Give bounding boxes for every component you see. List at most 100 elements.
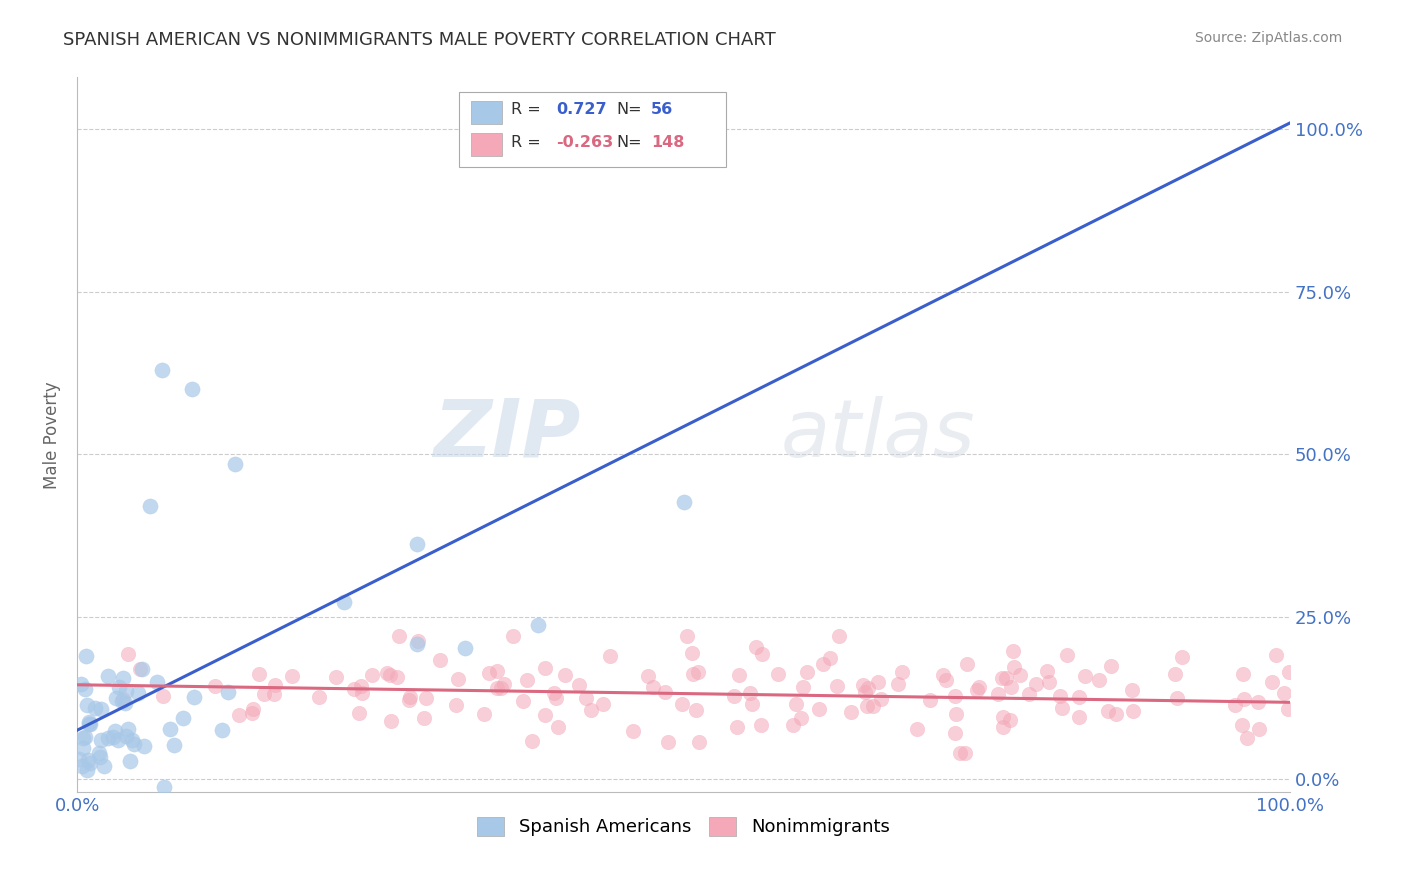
- Point: [72, 817, 94, 831]
- Point: [398, 692, 420, 706]
- Point: [592, 697, 614, 711]
- Point: [72, 759, 94, 773]
- Point: [77, 753, 100, 767]
- Text: 0.727: 0.727: [557, 102, 607, 117]
- Point: [377, 665, 399, 680]
- Point: [172, 711, 194, 725]
- Point: [108, 680, 131, 694]
- Point: [796, 665, 818, 679]
- Point: [89, 750, 111, 764]
- Point: [1247, 695, 1270, 709]
- Point: [1277, 702, 1299, 716]
- Text: N=: N=: [617, 136, 643, 151]
- Point: [599, 649, 621, 664]
- Point: [725, 720, 748, 734]
- Point: [399, 690, 422, 704]
- Point: [792, 681, 814, 695]
- Point: [183, 690, 205, 704]
- Point: [454, 641, 477, 656]
- Point: [79, 756, 101, 771]
- Point: [247, 667, 270, 681]
- Point: [1067, 709, 1090, 723]
- Point: [385, 670, 408, 684]
- Text: SPANISH AMERICAN VS NONIMMIGRANTS MALE POVERTY CORRELATION CHART: SPANISH AMERICAN VS NONIMMIGRANTS MALE P…: [63, 31, 776, 49]
- Point: [516, 673, 538, 688]
- Point: [681, 646, 703, 660]
- Point: [405, 637, 427, 651]
- Point: [813, 657, 835, 671]
- Point: [991, 720, 1014, 734]
- Point: [825, 679, 848, 693]
- Point: [361, 668, 384, 682]
- Point: [75, 649, 97, 664]
- Point: [253, 687, 276, 701]
- Point: [686, 665, 709, 680]
- Point: [152, 689, 174, 703]
- FancyBboxPatch shape: [471, 101, 502, 124]
- Point: [75, 730, 97, 744]
- Point: [406, 633, 429, 648]
- Point: [181, 382, 204, 396]
- Point: [745, 640, 768, 654]
- Point: [1052, 701, 1074, 715]
- Point: [790, 711, 813, 725]
- Point: [378, 668, 401, 682]
- Point: [333, 595, 356, 609]
- Point: [242, 702, 264, 716]
- Point: [97, 669, 120, 683]
- Point: [122, 737, 145, 751]
- Point: [146, 675, 169, 690]
- Point: [89, 746, 111, 760]
- Point: [643, 680, 665, 694]
- Point: [114, 684, 136, 698]
- Point: [533, 661, 555, 675]
- Point: [685, 702, 707, 716]
- Point: [839, 706, 862, 720]
- Point: [682, 666, 704, 681]
- Point: [966, 682, 988, 697]
- Point: [943, 726, 966, 740]
- Text: ZIP: ZIP: [433, 396, 581, 474]
- Point: [405, 537, 427, 551]
- Point: [492, 676, 515, 690]
- Point: [76, 698, 98, 712]
- Point: [579, 703, 602, 717]
- Text: 56: 56: [651, 102, 673, 117]
- Point: [1121, 682, 1143, 697]
- Point: [1232, 666, 1254, 681]
- Point: [204, 679, 226, 693]
- Point: [485, 664, 508, 678]
- Point: [1067, 690, 1090, 705]
- Point: [554, 667, 576, 681]
- Point: [242, 706, 264, 721]
- Point: [1038, 675, 1060, 690]
- Point: [887, 677, 910, 691]
- Point: [738, 685, 761, 699]
- Point: [308, 690, 330, 705]
- Point: [163, 738, 186, 752]
- Point: [766, 666, 789, 681]
- Text: Source: ZipAtlas.com: Source: ZipAtlas.com: [1195, 31, 1343, 45]
- Point: [343, 681, 366, 696]
- Point: [89, 733, 111, 747]
- Text: N=: N=: [617, 102, 643, 117]
- Point: [1163, 667, 1185, 681]
- Point: [211, 723, 233, 738]
- Point: [869, 692, 891, 706]
- Point: [97, 731, 120, 746]
- Point: [1264, 648, 1286, 662]
- Point: [1272, 685, 1295, 699]
- Point: [429, 653, 451, 667]
- FancyBboxPatch shape: [471, 133, 502, 156]
- Point: [991, 671, 1014, 685]
- Point: [544, 691, 567, 706]
- Point: [325, 670, 347, 684]
- Point: [1166, 690, 1188, 705]
- Point: [76, 763, 98, 777]
- Point: [723, 689, 745, 703]
- Point: [1001, 644, 1024, 658]
- Point: [79, 716, 101, 731]
- Point: [502, 629, 524, 643]
- Point: [1036, 664, 1059, 678]
- Text: R =: R =: [512, 136, 541, 151]
